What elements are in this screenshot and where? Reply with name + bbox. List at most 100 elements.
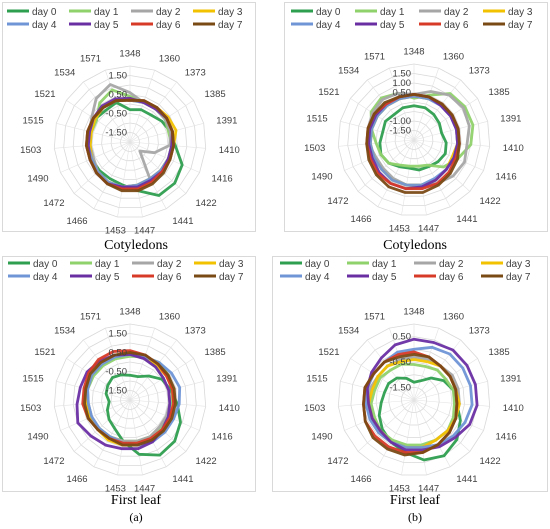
category-label: 1521 (318, 347, 339, 358)
category-label: 1453 (389, 223, 410, 234)
category-label: 1416 (496, 171, 517, 182)
category-label: 1472 (43, 456, 64, 467)
category-label: 1466 (66, 216, 87, 227)
grid-spoke (129, 399, 143, 476)
category-label: 1373 (185, 325, 206, 336)
grid-spoke (105, 70, 131, 143)
grid-spoke (129, 328, 155, 401)
grid-ring (72, 84, 188, 199)
ring-label: -0.50 (105, 367, 127, 378)
caption-bottom-right: First leaf (390, 493, 440, 508)
category-label: 1515 (23, 374, 44, 385)
category-label: 1490 (27, 173, 48, 184)
grid-spoke (413, 399, 427, 476)
grid-spoke (357, 139, 415, 192)
grid-spoke (413, 139, 484, 171)
grid-spoke (413, 121, 488, 141)
legend-label-day-7: day 7 (219, 272, 244, 283)
grid-ring (63, 75, 197, 209)
category-label: 1571 (364, 51, 385, 62)
category-label: 1571 (80, 53, 101, 64)
sublabel-b: (b) (408, 510, 422, 524)
legend-label-day-1: day 1 (94, 7, 119, 18)
legend-label-day-7: day 7 (508, 20, 533, 31)
ring-label: 1.50 (393, 69, 412, 80)
series-day-7 (83, 351, 177, 447)
category-label: 1360 (443, 311, 464, 322)
legend-label-day-4: day 4 (305, 272, 330, 283)
category-label: 1348 (119, 307, 140, 318)
category-label: 1503 (304, 403, 325, 414)
grid-spoke (66, 358, 131, 401)
category-label: 1453 (389, 483, 410, 494)
category-label: 1391 (216, 374, 237, 385)
grid-spoke (413, 139, 451, 207)
series-day-0 (377, 376, 462, 462)
grid-spoke (413, 399, 471, 452)
grid-spoke (413, 98, 478, 141)
category-label: 1503 (304, 143, 325, 154)
category-label: 1416 (496, 431, 517, 442)
grid-ring (101, 371, 159, 429)
category-label: 1441 (172, 474, 193, 485)
grid-spoke (117, 141, 131, 218)
legend-label-day-6: day 6 (439, 272, 464, 283)
grid-spoke (413, 399, 484, 431)
grid-spoke (413, 328, 439, 401)
legend-label-day-6: day 6 (156, 20, 181, 31)
ring-label: 0.50 (109, 348, 128, 359)
legend-label-day-5: day 5 (380, 20, 405, 31)
grid-spoke (54, 141, 131, 149)
sublabel-a: (a) (129, 510, 142, 524)
grid-spoke (105, 328, 131, 401)
grid-spoke (129, 123, 204, 143)
category-label: 1422 (196, 456, 217, 467)
ring-label: -1.50 (105, 128, 127, 139)
grid-spoke (83, 81, 131, 143)
category-label: 1416 (212, 431, 233, 442)
category-label: 1360 (159, 311, 180, 322)
series-day-7 (365, 93, 461, 194)
legend-label-day-4: day 4 (32, 20, 57, 31)
grid-ring (101, 113, 159, 171)
legend-label-day-1: day 1 (372, 259, 397, 270)
grid-ring (110, 380, 150, 420)
grid-ring (394, 120, 434, 160)
category-label: 1373 (185, 67, 206, 78)
ring-label: -0.50 (105, 109, 127, 120)
legend-label-day-5: day 5 (94, 20, 119, 31)
legend-label-day-4: day 4 (316, 20, 341, 31)
category-label: 1441 (456, 214, 477, 225)
ring-label: -0.50 (389, 357, 411, 368)
ring-label: -1.00 (389, 116, 411, 127)
category-label: 1515 (307, 114, 328, 125)
legend-label-day-0: day 0 (32, 7, 57, 18)
caption-bottom-left: First leaf (111, 493, 161, 508)
grid-ring (110, 122, 150, 162)
category-label: 1385 (205, 89, 226, 100)
grid-spoke (129, 399, 206, 407)
grid-spoke (129, 339, 177, 401)
grid-ring (356, 82, 472, 197)
category-label: 1534 (54, 325, 75, 336)
category-label: 1360 (443, 51, 464, 62)
grid-ring (388, 374, 440, 426)
category-label: 1472 (327, 456, 348, 467)
legend-label-day-0: day 0 (33, 259, 58, 270)
legend-label-day-7: day 7 (506, 272, 531, 283)
ring-label: 1.50 (109, 329, 128, 340)
category-label: 1385 (489, 87, 510, 98)
category-label: 1447 (134, 483, 155, 494)
category-label: 1490 (311, 171, 332, 182)
category-label: 1348 (403, 47, 424, 58)
grid-spoke (73, 141, 131, 194)
category-label: 1515 (307, 374, 328, 385)
grid-spoke (54, 399, 131, 407)
radar-chart-b-first-leaf: day 0 day 1 day 2 day 3 day 4 day 5 day 6 day 7… (280, 259, 531, 494)
legend-label-day-5: day 5 (372, 272, 397, 283)
category-label: 1348 (119, 49, 140, 60)
series-day-0 (378, 104, 448, 172)
category-label: 1472 (327, 196, 348, 207)
grid-spoke (413, 68, 439, 141)
